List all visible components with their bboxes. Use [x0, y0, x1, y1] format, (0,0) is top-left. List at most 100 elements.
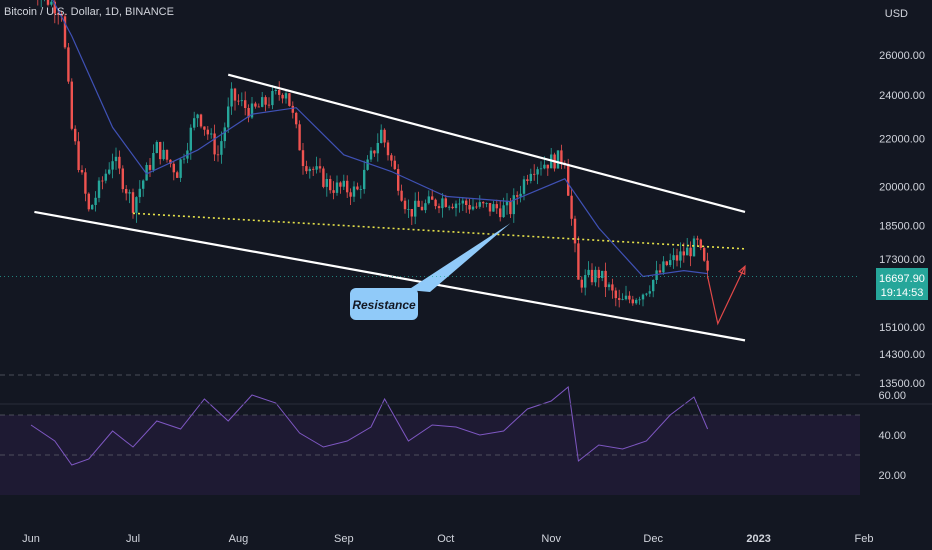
- candle-body: [80, 170, 84, 173]
- candle-body: [682, 251, 685, 256]
- candle-body: [284, 93, 288, 99]
- candle-body: [621, 299, 624, 300]
- candle-body: [111, 161, 114, 170]
- candle-body: [546, 164, 549, 169]
- candle-body: [308, 168, 311, 172]
- candle-body: [70, 81, 73, 129]
- price-tick-label: 15100.00: [879, 322, 925, 334]
- candle-body: [434, 199, 437, 207]
- price-tick-label: 17300.00: [879, 254, 925, 266]
- candle-body: [376, 143, 379, 154]
- rsi-panel[interactable]: 60.00 40.00 20.00: [0, 374, 906, 495]
- candle-body: [250, 103, 254, 118]
- rsi-band: [0, 415, 860, 495]
- candle-body: [274, 90, 277, 91]
- candle-body: [594, 269, 597, 283]
- candle-body: [655, 270, 658, 280]
- candle-body: [631, 299, 634, 304]
- candle-body: [570, 195, 573, 219]
- candle-body: [590, 269, 594, 283]
- callout-text: Resistance: [352, 298, 416, 312]
- candle-body: [216, 154, 220, 156]
- candle-body: [614, 290, 617, 299]
- candle-body: [182, 158, 186, 160]
- candle-body: [468, 205, 471, 210]
- candle-body: [380, 129, 383, 143]
- price-tag-value: 16697.90: [879, 273, 925, 285]
- candle-body: [512, 195, 515, 215]
- candle-body: [199, 114, 203, 127]
- candle-body: [665, 261, 668, 265]
- candle-body: [220, 141, 223, 155]
- candle-body: [488, 203, 492, 212]
- candle-body: [533, 173, 536, 175]
- candle-body: [516, 195, 519, 197]
- candle-body: [679, 251, 682, 261]
- channel-upper-line[interactable]: [227, 73, 746, 214]
- rsi-tick-label: 60.00: [878, 390, 906, 402]
- candle-body: [424, 203, 427, 211]
- rsi-line: [30, 386, 709, 466]
- candle-body: [87, 193, 90, 210]
- candle-body: [63, 16, 67, 48]
- candle-body: [288, 93, 291, 106]
- projection-arrow[interactable]: [707, 265, 746, 326]
- candle-body: [332, 190, 335, 193]
- candle-body: [414, 200, 417, 217]
- candle-body: [125, 189, 128, 194]
- candle-body: [121, 168, 124, 190]
- candle-body: [312, 168, 315, 170]
- candle-body: [485, 203, 488, 204]
- candle-body: [359, 189, 362, 190]
- price-tick-label: 18500.00: [879, 220, 925, 232]
- rsi-axis: 60.00 40.00 20.00: [878, 390, 906, 482]
- candle-body: [584, 275, 587, 288]
- candle-body: [193, 118, 196, 128]
- candle-body: [478, 202, 481, 207]
- candle-body: [509, 201, 512, 215]
- symbol-title: Bitcoin / U.S. Dollar, 1D, BINANCE: [4, 6, 174, 18]
- candle-body: [291, 105, 294, 113]
- time-axis[interactable]: Jun Jul Aug Sep Oct Nov Dec 2023 Feb: [22, 533, 873, 545]
- price-axis[interactable]: 26000.00 24000.00 22000.00 20000.00 18500.00…: [879, 50, 925, 390]
- current-price-tag: 16697.90 19:14:53: [876, 268, 928, 300]
- price-tick-label: 14300.00: [879, 349, 925, 361]
- candle-body: [233, 88, 237, 101]
- candle-body: [458, 203, 461, 205]
- channel-lower-line[interactable]: [34, 210, 746, 342]
- candle-body: [172, 163, 175, 173]
- candle-body: [536, 169, 539, 175]
- candle-body: [393, 160, 396, 170]
- candle-body: [526, 179, 529, 181]
- candle-body: [441, 198, 444, 209]
- candle-body: [556, 150, 560, 169]
- candle-body: [50, 1, 53, 5]
- candle-body: [573, 218, 577, 244]
- candle-body: [400, 190, 403, 201]
- candle-body: [502, 205, 505, 218]
- candle-body: [176, 172, 179, 178]
- candle-body: [335, 182, 339, 193]
- candle-body: [611, 284, 614, 291]
- candle-body: [108, 169, 111, 174]
- candle-body: [431, 196, 434, 200]
- candle-body: [162, 149, 165, 160]
- candle-body: [607, 284, 611, 288]
- callout-pointer: [408, 223, 511, 292]
- time-tick-label: Sep: [334, 533, 354, 545]
- candle-body: [138, 188, 141, 198]
- candle-body: [213, 133, 216, 155]
- resistance-dotted-line[interactable]: [132, 212, 746, 250]
- candle-body: [461, 200, 464, 204]
- candle-body: [543, 164, 546, 169]
- candle-body: [444, 198, 447, 207]
- time-tick-label: Dec: [643, 533, 663, 545]
- candle-body: [94, 197, 97, 205]
- time-tick-label: Jun: [22, 533, 40, 545]
- price-candles: [37, 0, 709, 308]
- rsi-tick-label: 20.00: [878, 470, 906, 482]
- candle-body: [254, 103, 257, 107]
- price-tag-box: [876, 268, 928, 300]
- resistance-callout[interactable]: Resistance: [350, 223, 511, 320]
